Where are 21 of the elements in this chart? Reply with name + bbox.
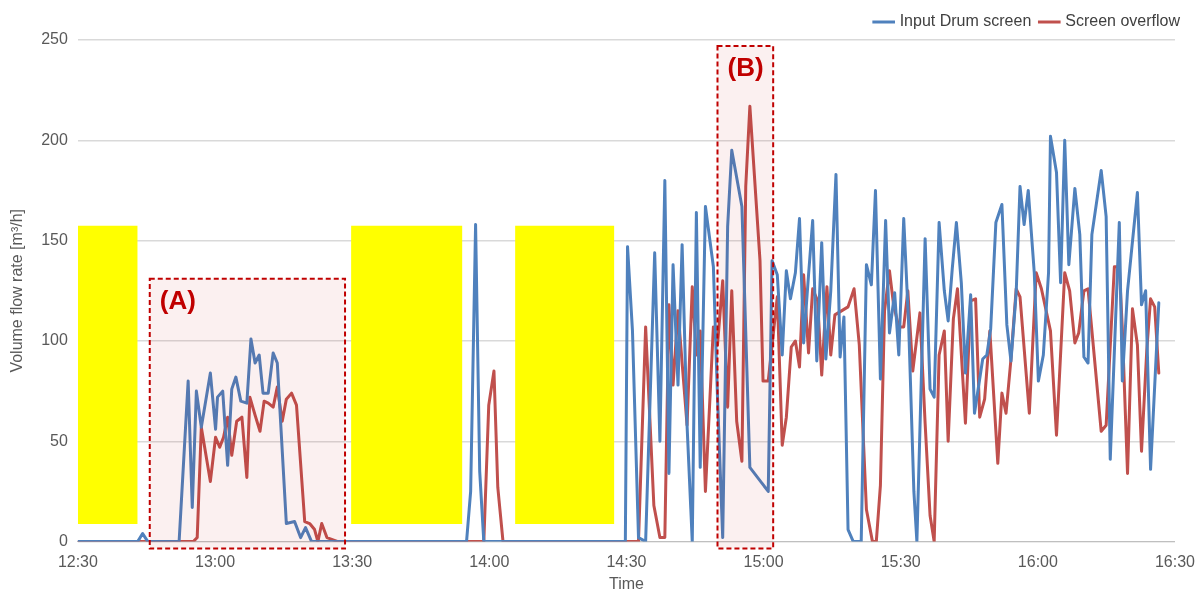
legend-label: Screen overflow <box>1065 12 1181 30</box>
x-tick-label: 15:00 <box>743 552 784 570</box>
y-tick-label: 50 <box>50 431 68 449</box>
y-axis-title: Volume flow rate [m³/h] <box>8 208 26 373</box>
x-tick-label: 13:00 <box>195 552 236 570</box>
x-axis-title: Time <box>608 574 645 592</box>
x-tick-label: 12:30 <box>57 552 99 570</box>
legend-label: Input Drum screen <box>899 12 1032 30</box>
x-tick-label: 13:30 <box>332 552 373 570</box>
y-tick-label: 150 <box>41 231 68 249</box>
x-tick-label: 15:30 <box>880 552 921 570</box>
band-label: (A) <box>159 284 196 315</box>
band-label: (B) <box>727 52 764 83</box>
y-tick-label: 250 <box>41 30 68 48</box>
x-tick-label: 14:00 <box>469 552 510 570</box>
y-tick-label: 200 <box>41 130 68 148</box>
x-tick-label: 16:00 <box>1017 552 1058 570</box>
y-tick-label: 0 <box>58 532 68 550</box>
x-tick-label: 14:30 <box>606 552 647 570</box>
x-tick-label: 16:30 <box>1154 552 1196 570</box>
y-tick-label: 100 <box>41 331 68 349</box>
